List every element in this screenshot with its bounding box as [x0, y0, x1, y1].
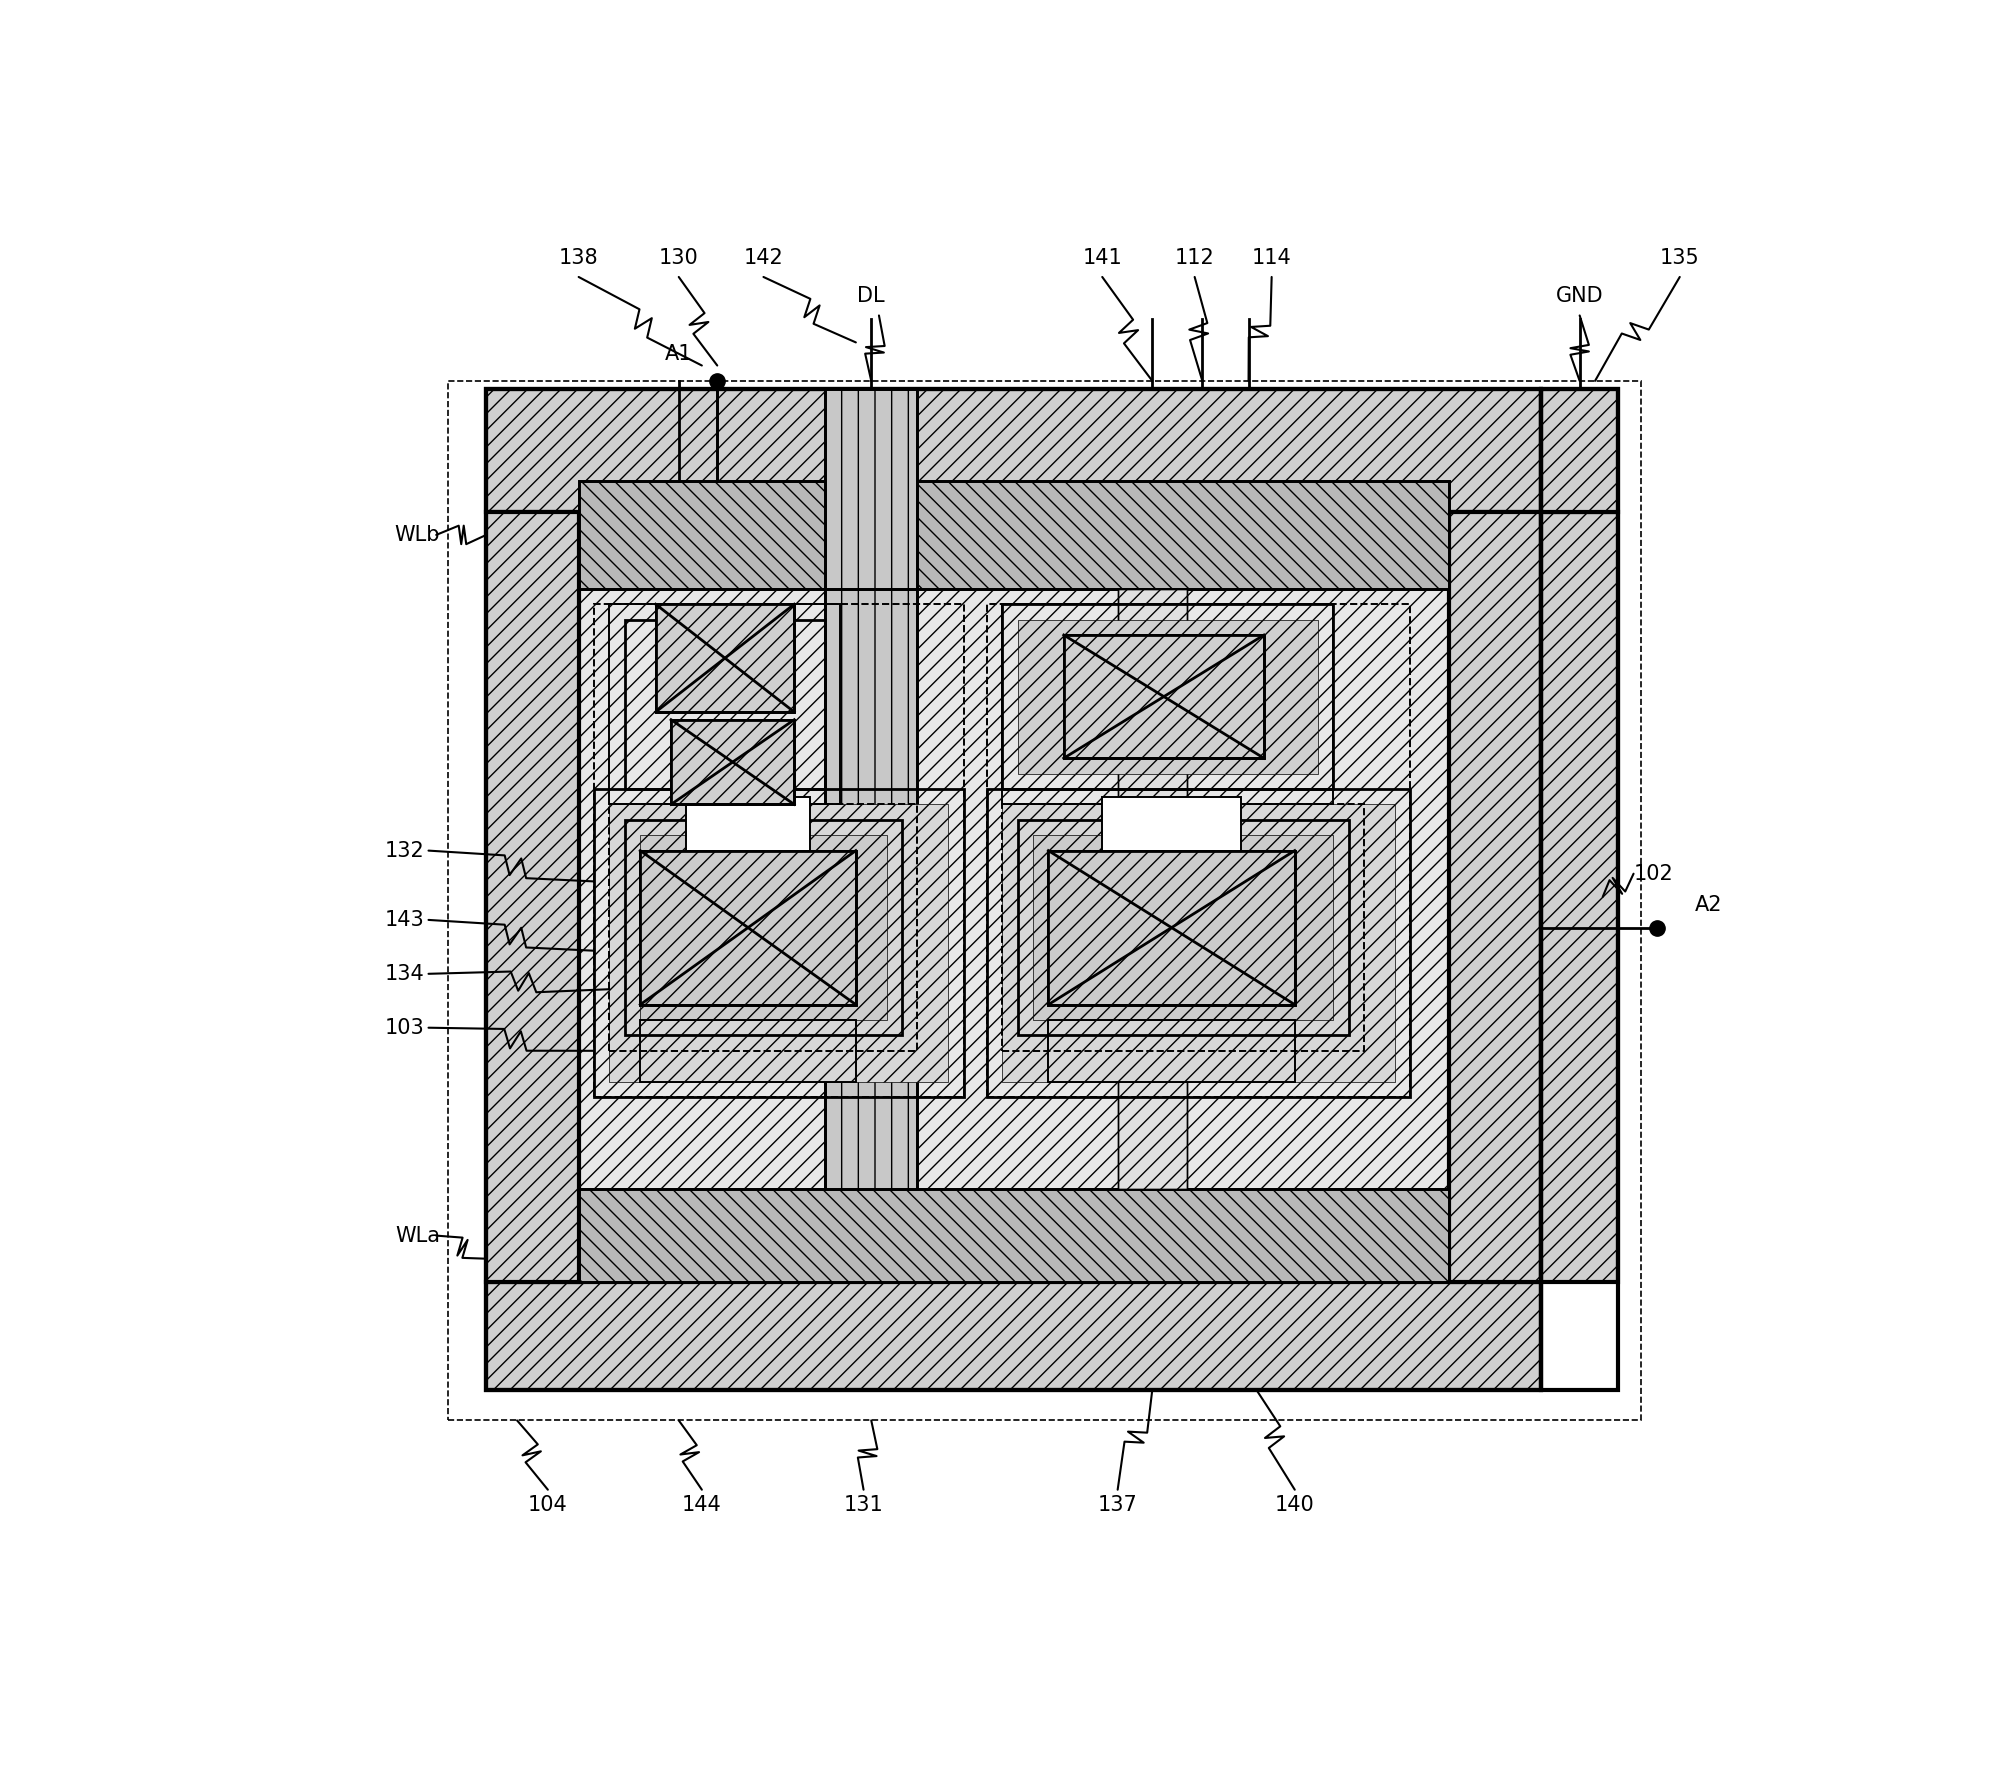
Bar [1063, 635, 1263, 759]
Text: 132: 132 [384, 840, 424, 860]
Bar [1542, 389, 1618, 511]
Text: 102: 102 [1634, 863, 1674, 884]
Bar [1063, 635, 1263, 759]
Text: 112: 112 [1175, 248, 1215, 267]
Text: WLa: WLa [394, 1226, 440, 1245]
Text: DL: DL [857, 287, 885, 306]
Text: 103: 103 [384, 1017, 424, 1038]
Bar [579, 511, 1449, 1283]
Text: 130: 130 [659, 248, 699, 267]
Bar [609, 805, 917, 1051]
Bar [595, 605, 963, 1097]
Bar [671, 720, 795, 805]
Text: WLb: WLb [394, 525, 440, 545]
Bar [448, 380, 1642, 1421]
Text: 140: 140 [1275, 1495, 1315, 1514]
Bar [641, 1021, 857, 1081]
Bar [579, 1189, 1449, 1283]
Bar [687, 796, 809, 851]
Bar [609, 605, 841, 805]
Bar [641, 835, 887, 1021]
Bar [1049, 1021, 1295, 1081]
Bar [579, 481, 1449, 589]
Bar [641, 851, 857, 1005]
Bar [825, 389, 917, 589]
Bar [1117, 589, 1187, 1189]
Text: 142: 142 [743, 248, 783, 267]
Bar [1049, 851, 1295, 1005]
Bar [1103, 796, 1241, 851]
Bar [1017, 819, 1349, 1035]
Bar [671, 720, 795, 805]
Text: A2: A2 [1696, 895, 1722, 915]
Bar [1003, 605, 1333, 789]
Text: 134: 134 [384, 964, 424, 984]
Bar [1017, 619, 1317, 773]
Bar [657, 605, 795, 711]
Bar [1542, 511, 1618, 1283]
Bar [1003, 605, 1333, 805]
Bar [579, 1189, 1449, 1283]
Bar [609, 805, 949, 1081]
Text: 144: 144 [683, 1495, 723, 1514]
Text: 114: 114 [1251, 248, 1291, 267]
Bar [1049, 851, 1295, 1005]
Bar [641, 851, 857, 1005]
Text: 141: 141 [1083, 248, 1123, 267]
Bar [486, 511, 579, 1283]
Text: 137: 137 [1097, 1495, 1137, 1514]
Bar [1449, 511, 1542, 1283]
Text: 131: 131 [843, 1495, 883, 1514]
Bar [987, 605, 1409, 1097]
Text: 104: 104 [529, 1495, 569, 1514]
Bar [1063, 635, 1263, 759]
Bar [825, 389, 917, 589]
Bar [579, 511, 1449, 1283]
Bar [1117, 589, 1187, 1189]
Bar [1542, 389, 1618, 1390]
Bar [625, 819, 903, 1035]
Text: 135: 135 [1660, 248, 1700, 267]
Text: 138: 138 [559, 248, 599, 267]
Bar [825, 589, 917, 1189]
Bar [987, 789, 1409, 1097]
Bar [671, 720, 795, 805]
Text: GND: GND [1556, 287, 1604, 306]
Bar [486, 389, 1542, 511]
Bar [641, 851, 857, 1005]
Bar [486, 389, 1542, 1390]
Text: 143: 143 [384, 909, 424, 930]
Bar [486, 1283, 1542, 1390]
Bar [1033, 835, 1333, 1021]
Bar [825, 589, 917, 1189]
Bar [1049, 851, 1295, 1005]
Bar [1003, 805, 1363, 1051]
Bar [625, 619, 825, 789]
Bar [657, 605, 795, 711]
Bar [595, 789, 963, 1097]
Bar [657, 605, 795, 711]
Text: A1: A1 [665, 343, 693, 364]
Bar [579, 481, 1449, 589]
Bar [1003, 805, 1395, 1081]
